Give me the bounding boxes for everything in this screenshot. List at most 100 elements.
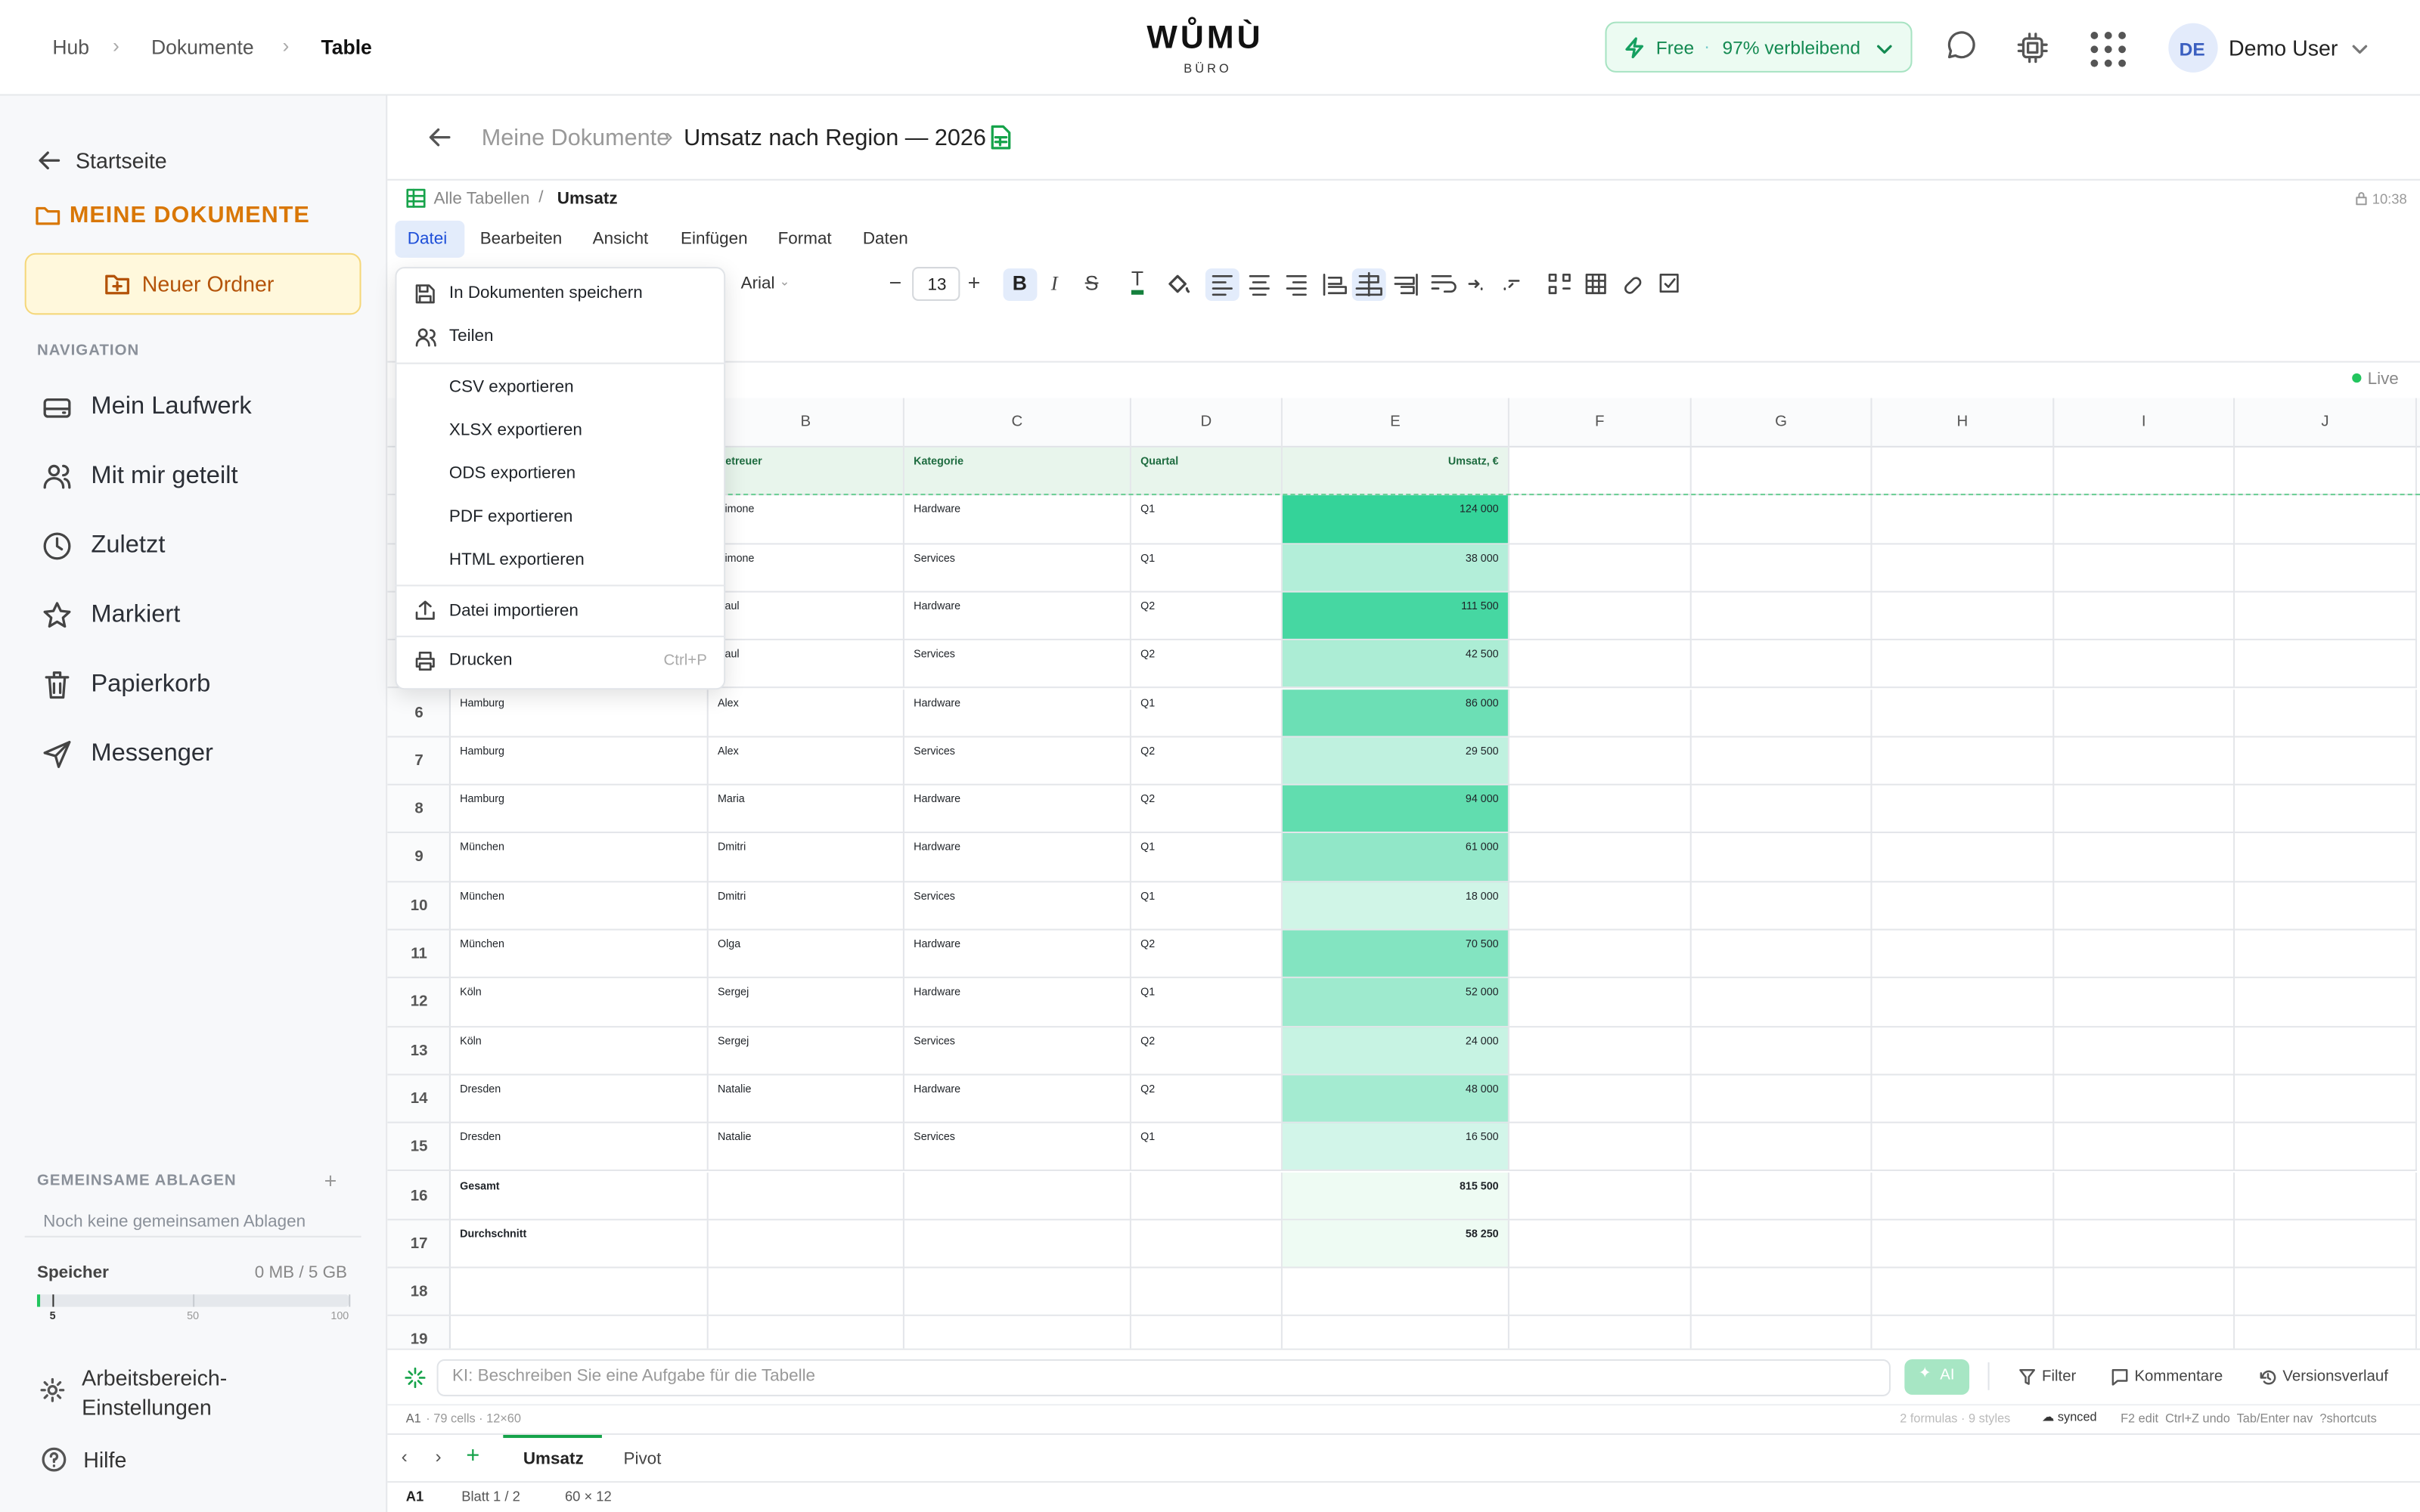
italic-button[interactable]: I xyxy=(1050,271,1058,295)
cell: München xyxy=(450,833,709,882)
dropdown-item[interactable]: Teilen xyxy=(448,327,494,346)
strike-button[interactable]: S xyxy=(1084,271,1099,295)
cell: Alex xyxy=(708,689,904,738)
row-number: 12 xyxy=(387,978,451,1027)
cell: Simone xyxy=(708,544,904,593)
chevron xyxy=(2352,45,2368,54)
new-folder-label: Neuer Ordner xyxy=(141,271,275,296)
cell: Alex xyxy=(708,737,904,785)
plan-badge[interactable] xyxy=(1605,21,1913,73)
dropdown-item[interactable]: In Dokumenten speichern xyxy=(448,284,643,302)
chip-icon[interactable] xyxy=(2015,31,2049,65)
tab-add[interactable]: + xyxy=(466,1442,480,1469)
cell xyxy=(1872,447,2055,496)
cell: Simone xyxy=(708,495,904,544)
menu-item[interactable]: Ansicht xyxy=(592,230,649,249)
cell: München xyxy=(450,930,709,979)
storage-tick-label: 50 xyxy=(187,1311,200,1322)
text-color-button[interactable]: T xyxy=(1131,268,1144,295)
cell: Hardware xyxy=(904,1075,1131,1124)
menu-item[interactable]: Format xyxy=(777,230,832,249)
comments-button[interactable]: Kommentare xyxy=(2134,1368,2223,1386)
live-indicator: Live xyxy=(2367,370,2399,389)
breadcrumb[interactable]: Hub xyxy=(52,35,90,59)
user-name[interactable]: Demo User xyxy=(2228,35,2338,60)
cell xyxy=(1509,833,1692,882)
cell xyxy=(1691,1123,1872,1172)
cell xyxy=(1691,640,1872,689)
cell: Q2 xyxy=(1131,592,1283,641)
chat-icon[interactable] xyxy=(1943,31,1977,65)
breadcrumb[interactable]: Dokumente xyxy=(150,35,254,59)
filter-button[interactable]: Filter xyxy=(2041,1368,2077,1386)
menu-item[interactable]: Bearbeiten xyxy=(479,230,563,249)
back-link[interactable]: Startseite xyxy=(75,147,167,173)
cell: Hardware xyxy=(904,785,1131,834)
versions-button[interactable]: Versionsverlauf xyxy=(2282,1368,2388,1386)
cell xyxy=(1509,1027,1692,1076)
bold-button[interactable]: B xyxy=(1012,271,1027,295)
dropdown-item[interactable]: Drucken xyxy=(448,651,513,670)
cell xyxy=(2054,930,2235,979)
new-folder-button[interactable] xyxy=(24,253,361,315)
back-icon[interactable] xyxy=(427,125,452,150)
sheet-tab[interactable]: Umsatz xyxy=(523,1450,584,1469)
cell xyxy=(1509,1075,1692,1124)
font-select[interactable]: Arial xyxy=(740,274,775,293)
cell xyxy=(450,1268,709,1317)
tables-link[interactable]: Alle Tabellen xyxy=(433,190,530,209)
help-link[interactable]: Hilfe xyxy=(83,1447,127,1472)
divider xyxy=(387,1348,2420,1350)
nav-item[interactable]: Papierkorb xyxy=(91,671,211,698)
menu-item[interactable]: Datei xyxy=(407,230,448,249)
copy-marquee xyxy=(450,494,2420,496)
ai-button[interactable] xyxy=(1904,1359,1970,1395)
dropdown-item[interactable]: CSV exportieren xyxy=(448,377,574,397)
cell xyxy=(1872,1316,2055,1349)
dropdown-item[interactable]: HTML exportieren xyxy=(448,550,585,570)
size-minus[interactable]: − xyxy=(889,270,902,295)
tab-prev[interactable]: ‹ xyxy=(401,1445,408,1467)
cell: Q1 xyxy=(1131,1123,1283,1172)
nav-item[interactable]: Markiert xyxy=(91,601,181,628)
header-row xyxy=(387,398,2420,448)
ai-input[interactable] xyxy=(436,1359,1891,1396)
trash-icon xyxy=(45,671,70,699)
doc-path[interactable]: Meine Dokumente xyxy=(481,125,670,151)
sheet-tab[interactable]: Pivot xyxy=(623,1450,662,1469)
cell xyxy=(2054,1027,2235,1076)
cell xyxy=(1283,1316,1509,1349)
size-box[interactable] xyxy=(912,267,960,301)
add-shared[interactable]: + xyxy=(324,1167,337,1193)
storage-label: Speicher xyxy=(36,1263,109,1282)
nav-item[interactable]: Zuletzt xyxy=(91,532,166,559)
menu-item[interactable]: Einfügen xyxy=(680,230,748,249)
cell xyxy=(904,1171,1131,1220)
cell: Q1 xyxy=(1131,495,1283,544)
apps-icon[interactable] xyxy=(2088,29,2128,70)
nav-item[interactable]: Mein Laufwerk xyxy=(91,393,252,420)
avatar[interactable] xyxy=(2168,23,2218,73)
toolbar-icons[interactable] xyxy=(1210,271,1689,296)
cell xyxy=(1509,592,1692,641)
cell xyxy=(1691,1268,1872,1317)
row-number: 14 xyxy=(387,1075,451,1124)
cell: Maria xyxy=(708,785,904,834)
dropdown-item[interactable]: PDF exportieren xyxy=(448,507,573,526)
logo[interactable]: WŮMÙ xyxy=(1146,20,1264,56)
cell xyxy=(2235,833,2417,882)
nav-item[interactable]: Messenger xyxy=(91,740,213,767)
cell: Q2 xyxy=(1131,737,1283,785)
menu-item[interactable]: Daten xyxy=(862,230,908,249)
fill-button[interactable] xyxy=(1165,271,1190,296)
nav-item[interactable]: Mit mir geteilt xyxy=(91,463,238,489)
dropdown-item[interactable]: XLSX exportieren xyxy=(448,421,582,440)
settings-link[interactable]: Arbeitsbereich-Einstellungen xyxy=(82,1365,228,1420)
cell xyxy=(1509,689,1692,738)
dropdown-item[interactable]: ODS exportieren xyxy=(448,464,576,483)
cell xyxy=(2054,1268,2235,1317)
dropdown-item[interactable]: Datei importieren xyxy=(448,601,579,621)
tab-next[interactable]: › xyxy=(435,1445,442,1467)
size-plus[interactable]: + xyxy=(967,270,981,295)
